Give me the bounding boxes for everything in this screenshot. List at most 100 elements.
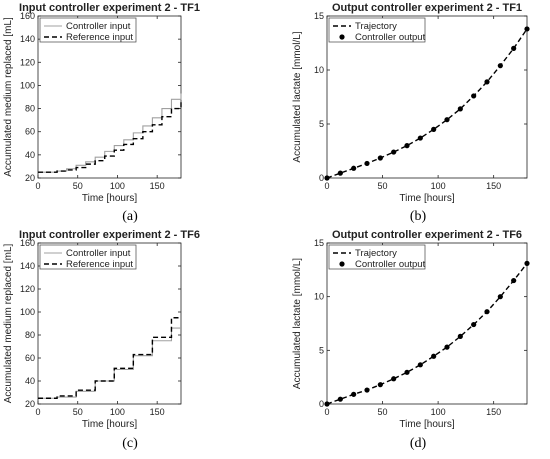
panel-label: (a)	[122, 209, 138, 224]
series-2	[324, 260, 530, 407]
y-tick-label: 60	[25, 127, 35, 137]
y-tick-label: 10	[314, 65, 324, 75]
series-line	[326, 28, 528, 179]
data-point	[351, 165, 357, 171]
y-tick-label: 20	[25, 173, 35, 183]
x-tick-label: 50	[73, 407, 83, 417]
x-axis-label: Time [hours]	[399, 419, 454, 430]
series-line	[326, 262, 528, 405]
legend-entry: Controller input	[66, 248, 131, 259]
data-point	[471, 93, 477, 99]
data-point	[391, 149, 397, 155]
x-tick-label: 100	[110, 407, 125, 417]
legend-entry: Controller output	[355, 32, 426, 43]
legend-entry: Trajectory	[355, 248, 397, 259]
plot-area	[326, 242, 528, 405]
data-point	[524, 26, 530, 32]
panel-label: (b)	[410, 209, 427, 224]
data-point	[417, 362, 423, 368]
series-2	[38, 317, 181, 399]
x-tick-label: 100	[431, 407, 446, 417]
series-1	[326, 262, 528, 405]
data-point	[417, 135, 423, 141]
y-tick-label: 0	[319, 173, 324, 183]
panel-label: (c)	[122, 436, 138, 451]
y-tick-label: 60	[25, 353, 35, 363]
y-axis-label: Accumulated medium replaced [mL]	[3, 244, 14, 404]
series-line	[38, 100, 182, 173]
x-tick-label: 100	[431, 181, 446, 191]
legend-entry: Reference input	[66, 32, 133, 43]
y-axis-label: Accumulated lactate [mmol/L]	[292, 31, 303, 162]
x-axis-label: Time [hours]	[399, 193, 454, 204]
y-tick-label: 0	[319, 399, 324, 409]
y-axis-label: Accumulated lactate [mmol/L]	[292, 258, 303, 389]
data-point	[364, 387, 370, 393]
chart-title: Output controller experiment 2 - TF1	[332, 2, 522, 14]
y-tick-label: 20	[25, 399, 35, 409]
chart-title: Output controller experiment 2 - TF6	[332, 229, 522, 241]
y-tick-label: 120	[20, 57, 35, 67]
data-point	[497, 294, 503, 300]
legend-box	[39, 244, 137, 270]
data-point	[404, 143, 410, 149]
data-point	[484, 79, 490, 85]
data-point	[404, 369, 410, 375]
x-tick-label: 150	[150, 407, 165, 417]
x-tick-label: 0	[324, 407, 329, 417]
series-line	[38, 317, 181, 399]
y-tick-label: 5	[319, 119, 324, 129]
y-tick-label: 100	[20, 307, 35, 317]
data-point	[444, 117, 450, 123]
x-axis-label: Time [hours]	[82, 419, 137, 430]
y-tick-label: 5	[319, 345, 324, 355]
x-tick-label: 0	[35, 181, 40, 191]
y-axis-label: Accumulated medium replaced [mL]	[3, 17, 14, 177]
data-point	[444, 344, 450, 350]
series-1	[326, 28, 528, 179]
legend-box	[328, 17, 426, 43]
data-point	[337, 170, 343, 176]
data-point	[497, 63, 503, 69]
x-tick-label: 150	[486, 181, 501, 191]
data-point	[351, 391, 357, 397]
data-point	[364, 160, 370, 167]
y-tick-label: 80	[25, 330, 35, 340]
series-2	[324, 26, 530, 181]
data-point	[457, 106, 463, 112]
x-tick-label: 50	[378, 181, 388, 191]
data-point	[324, 401, 330, 407]
x-tick-label: 0	[324, 181, 329, 191]
x-tick-label: 150	[150, 181, 165, 191]
plot-area	[37, 242, 182, 405]
y-tick-label: 40	[25, 376, 35, 386]
x-tick-label: 150	[486, 407, 501, 417]
panel-label: (d)	[410, 436, 427, 451]
plot-area	[326, 15, 528, 179]
legend-entry: Controller input	[66, 21, 131, 32]
data-point	[471, 321, 477, 328]
data-point	[524, 260, 530, 266]
data-point	[431, 126, 437, 132]
y-tick-label: 160	[20, 11, 35, 21]
data-point	[377, 155, 383, 161]
chart-panel-4: 0 50 100 150 0 5 10 15 Output controller experim…	[292, 229, 530, 451]
chart-title: Input controller experiment 2 - TF1	[19, 2, 200, 14]
data-point	[457, 333, 463, 339]
data-point	[337, 396, 343, 402]
chart-title: Input controller experiment 2 - TF6	[19, 229, 200, 241]
x-tick-label: 50	[378, 407, 388, 417]
legend-marker	[339, 34, 345, 40]
legend-marker	[339, 261, 345, 267]
data-point	[431, 353, 437, 359]
x-tick-label: 0	[35, 407, 40, 417]
legend-entry: Trajectory	[355, 21, 397, 32]
x-axis-label: Time [hours]	[82, 193, 137, 204]
y-tick-label: 15	[314, 11, 324, 21]
